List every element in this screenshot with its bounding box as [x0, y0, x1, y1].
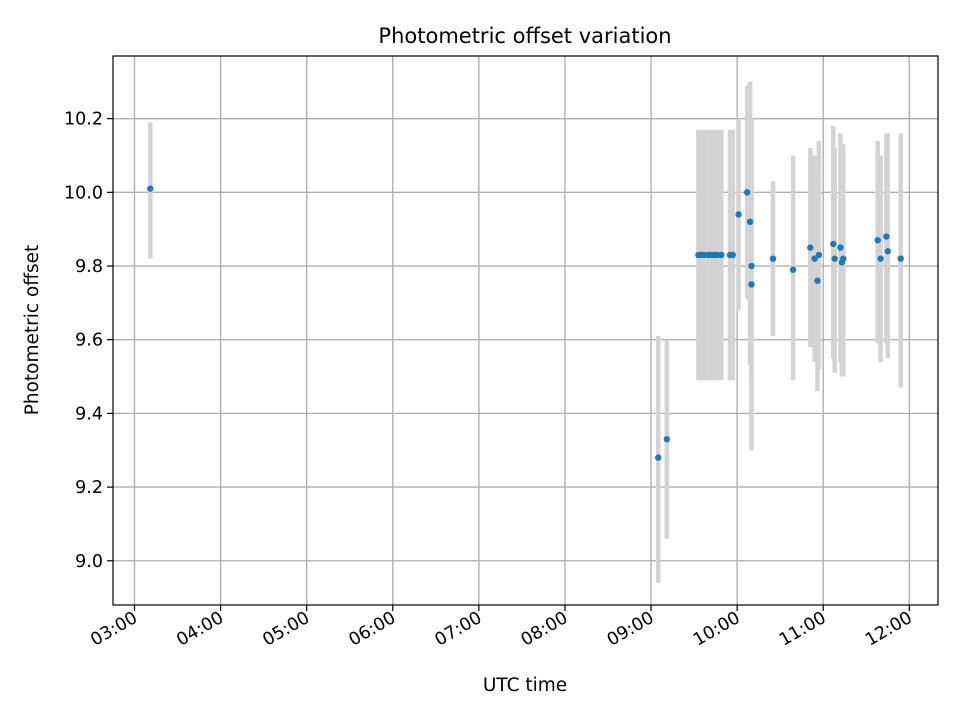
data-points: [147, 185, 904, 461]
y-tick-label: 9.0: [75, 552, 103, 572]
y-axis-title: Photometric offset: [22, 245, 43, 416]
data-point: [147, 185, 154, 192]
x-axis-title: UTC time: [483, 675, 567, 696]
data-point: [831, 255, 838, 262]
data-point: [807, 244, 814, 251]
y-tick-label: 10.2: [64, 110, 103, 130]
data-point: [748, 262, 755, 270]
data-point: [874, 237, 881, 244]
data-point: [897, 255, 904, 262]
data-point: [746, 218, 754, 226]
y-tick-label: 9.2: [75, 478, 103, 498]
data-point: [735, 211, 742, 218]
data-point: [789, 266, 797, 273]
data-point: [814, 277, 821, 284]
data-point: [655, 454, 662, 461]
data-point: [743, 189, 751, 196]
y-tick-label: 9.6: [75, 331, 103, 351]
plot-frame: [112, 55, 939, 606]
y-axis-ticks: 9.0 9.2 9.4 9.6 9.8 10.0 10.2: [64, 110, 113, 572]
data-point: [840, 255, 847, 262]
data-point: [830, 240, 837, 248]
data-point: [877, 255, 884, 262]
data-point: [748, 281, 755, 288]
data-point: [815, 251, 823, 259]
data-point: [884, 248, 891, 255]
data-point: [837, 244, 844, 251]
y-tick-label: 9.4: [75, 404, 103, 424]
y-tick-label: 10.0: [64, 183, 103, 203]
data-point: [883, 233, 890, 240]
chart-title: Photometric offset variation: [378, 24, 671, 48]
data-point: [663, 435, 671, 443]
data-point: [729, 251, 737, 259]
data-point: [718, 251, 725, 259]
data-point: [811, 255, 818, 262]
y-tick-label: 9.8: [75, 257, 103, 277]
data-point: [769, 255, 777, 262]
